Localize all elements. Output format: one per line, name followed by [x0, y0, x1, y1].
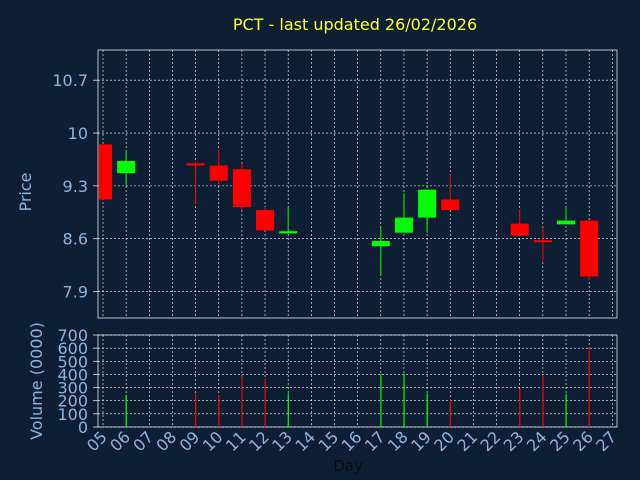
candle-11 — [232, 163, 251, 211]
volume-bars — [125, 346, 590, 427]
candle-body — [209, 165, 228, 181]
candle-17 — [371, 228, 390, 275]
price-tick-label: 9.3 — [63, 177, 88, 196]
candle-body — [279, 231, 298, 234]
volume-bar-24 — [542, 375, 544, 427]
candle-body — [99, 144, 112, 200]
volume-bar-11 — [241, 376, 243, 427]
candle-body — [256, 210, 275, 231]
candle-25 — [557, 207, 575, 225]
volume-bar-10 — [218, 394, 220, 427]
day-axis-label: Day — [333, 457, 363, 475]
price-tick-label: 7.9 — [63, 283, 88, 302]
volume-tick-label: 700 — [57, 326, 88, 345]
volume-tick-label: 400 — [57, 365, 88, 384]
candle-13 — [279, 207, 298, 234]
volume-tick-label: 500 — [57, 352, 88, 371]
volume-bar-13 — [287, 393, 289, 427]
volume-bar-19 — [426, 393, 428, 427]
volume-bar-09 — [195, 393, 197, 427]
candle-20 — [441, 174, 460, 211]
candle-body — [441, 199, 460, 211]
volume-bar-25 — [565, 394, 567, 427]
volume-tick-label: 0 — [78, 418, 88, 437]
candle-18 — [394, 193, 413, 233]
volume-bar-26 — [588, 346, 590, 427]
candle-body — [232, 169, 251, 208]
chart-title: PCT - last updated 26/02/2026 — [233, 15, 477, 34]
candle-body — [394, 217, 413, 233]
candle-12 — [256, 207, 275, 231]
candle-06 — [117, 149, 136, 186]
day-x-ticks: 0506070809101112131415161718192021222324… — [83, 427, 620, 455]
volume-bar-18 — [403, 373, 405, 427]
candle-26 — [580, 220, 599, 281]
candle-body — [418, 189, 437, 218]
volume-bar-06 — [125, 394, 127, 427]
volume-bar-17 — [380, 373, 382, 427]
price-y-ticks: 10.7 10 9.3 8.6 7.9 — [52, 71, 98, 302]
price-tick-label: 8.6 — [63, 230, 88, 249]
volume-axis-label: Volume (0000) — [27, 322, 46, 440]
candle-body — [186, 163, 205, 166]
volume-tick-label: 100 — [57, 405, 88, 424]
candle-body — [533, 240, 552, 243]
price-axis-label: Price — [16, 172, 35, 211]
price-tick-label: 10 — [68, 124, 88, 143]
candle-23 — [510, 210, 529, 236]
volume-bar-20 — [449, 398, 451, 427]
candle-19 — [418, 189, 437, 233]
price-panel: 10.7 10 9.3 8.6 7.9 Price — [16, 49, 618, 319]
volume-bar-12 — [264, 378, 266, 427]
candle-09 — [186, 161, 205, 205]
volume-tick-label: 300 — [57, 379, 88, 398]
candle-body — [510, 223, 529, 236]
candle-10 — [209, 149, 228, 184]
candle-05 — [99, 144, 112, 200]
price-tick-label: 10.7 — [52, 71, 88, 90]
volume-tick-label: 200 — [57, 392, 88, 411]
volume-tick-label: 600 — [57, 339, 88, 358]
candle-body — [557, 220, 575, 225]
volume-bar-23 — [519, 388, 521, 427]
candle-24 — [533, 227, 552, 262]
price-grid — [98, 50, 617, 318]
candle-body — [580, 220, 599, 277]
candle-body — [371, 240, 390, 247]
candles — [99, 144, 599, 281]
candle-body — [117, 160, 136, 174]
x-tick-label: 27 — [592, 427, 620, 455]
